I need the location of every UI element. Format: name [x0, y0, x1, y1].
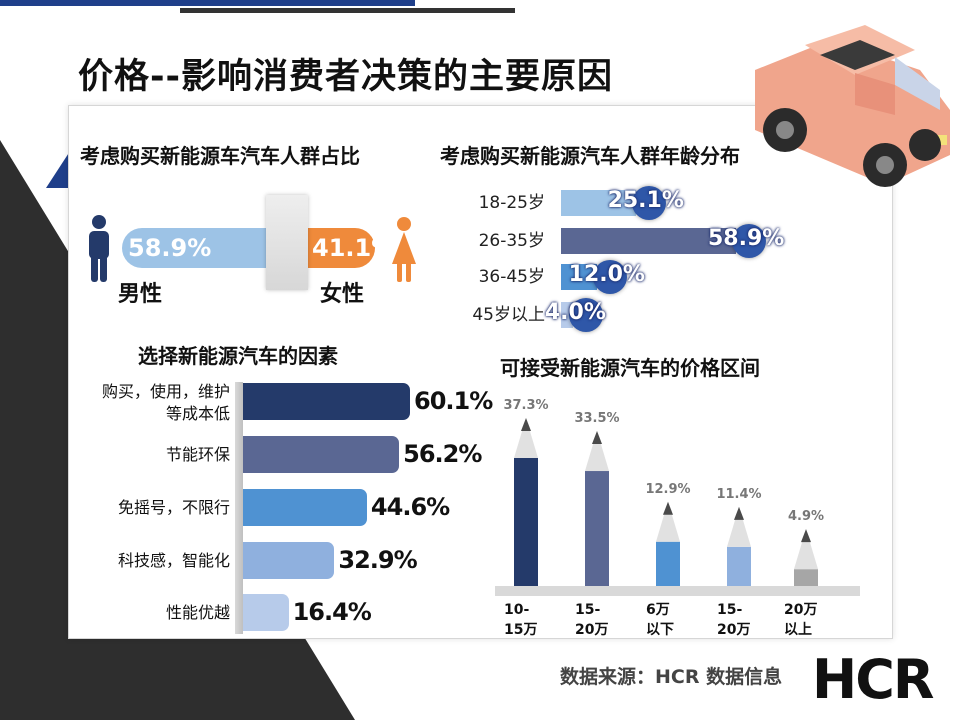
- factor-label-line: 节能环保: [165, 445, 230, 464]
- age-value-label: 4.0%: [544, 300, 606, 325]
- age-value-label: 25.1%: [607, 188, 684, 213]
- price-bar-lead: [521, 418, 531, 431]
- age-bar: [561, 228, 736, 254]
- price-category-line: 以下: [646, 622, 674, 638]
- factors-axis: [235, 382, 243, 634]
- price-bar: [514, 458, 538, 586]
- age-value-bubble: [631, 186, 666, 220]
- factor-label-line: 性能优越: [165, 603, 230, 622]
- price-baseline: [495, 586, 860, 596]
- price-bar-lead: [801, 529, 811, 543]
- age-value-label: 12.0%: [568, 262, 645, 287]
- price-bar-tip: [727, 506, 751, 547]
- age-label: 45岁以上: [472, 305, 545, 325]
- factor-value-label: 56.2%: [403, 440, 482, 468]
- factor-value-label: 32.9%: [338, 546, 417, 574]
- male-person-icon: [89, 215, 109, 282]
- age-label: 26-35岁: [478, 231, 545, 251]
- gender-chart-title: 考虑购买新能源车汽车人群占比: [80, 144, 360, 168]
- price-category-line: 6万: [646, 602, 670, 618]
- price-category-line: 10-: [504, 602, 530, 618]
- data-source: 数据来源：HCR 数据信息: [560, 666, 783, 688]
- factor-value-label: 16.4%: [292, 598, 372, 626]
- car-illustration: [755, 25, 950, 187]
- price-bar-lead: [663, 501, 673, 515]
- factor-bar: [243, 383, 410, 420]
- price-bar-lead: [592, 431, 602, 445]
- age-value-bubble: [592, 260, 627, 294]
- age-bar: [561, 264, 597, 290]
- factor-bar: [243, 436, 400, 473]
- price-category-line: 20万: [717, 622, 751, 638]
- age-label: 18-25岁: [478, 193, 545, 213]
- age-value-label: 58.9%: [708, 226, 785, 251]
- price-bar: [585, 471, 609, 586]
- age-label: 36-45岁: [478, 267, 545, 287]
- age-value-bubble: [568, 298, 603, 332]
- price-bar: [727, 546, 751, 586]
- factor-label: 购买，使用，维护等成本低: [70, 381, 230, 425]
- price-category-line: 20万: [784, 602, 818, 618]
- female-person-icon: [392, 217, 416, 282]
- price-bar-lead: [734, 506, 744, 520]
- male-bar: [122, 228, 271, 268]
- factor-label: 免摇号，不限行: [70, 497, 230, 519]
- price-category-label: 15- 20万: [717, 600, 761, 640]
- top-accent-bar-dark: [180, 8, 515, 13]
- female-percent: 41.1%: [312, 234, 396, 262]
- price-chart-title: 可接受新能源汽车的价格区间: [500, 356, 760, 380]
- price-category-line: 以上: [784, 622, 812, 638]
- price-bar-tip: [585, 431, 609, 472]
- price-category-label: 15- 20万: [575, 600, 619, 640]
- price-value-label: 37.3%: [503, 398, 549, 413]
- factor-label: 节能环保: [70, 444, 230, 466]
- content-panel: [68, 105, 893, 639]
- factor-label-line: 等成本低: [165, 404, 230, 423]
- factor-value-label: 44.6%: [370, 493, 450, 521]
- price-category-line: 15万: [504, 622, 538, 638]
- factor-label-line: 科技感，智能化: [117, 551, 230, 570]
- age-chart-title: 考虑购买新能源汽车人群年龄分布: [440, 144, 740, 168]
- female-label: 女性: [320, 282, 365, 307]
- price-bar-tip: [656, 501, 680, 542]
- price-value-label: 12.9%: [645, 481, 691, 497]
- price-chart: [495, 418, 860, 596]
- page-title: 价格--影响消费者决策的主要原因: [78, 57, 614, 97]
- factor-label: 科技感，智能化: [70, 550, 230, 572]
- price-category-label: 10- 15万: [504, 600, 548, 640]
- male-percent: 58.9%: [128, 234, 212, 262]
- price-bar: [656, 541, 680, 586]
- price-bar: [794, 569, 818, 586]
- age-bar: [561, 190, 636, 216]
- factor-label-line: 购买，使用，维护: [101, 382, 230, 401]
- price-bar-tip: [514, 418, 538, 458]
- price-value-label: 4.9%: [787, 509, 825, 525]
- price-category-line: 15-: [717, 602, 743, 618]
- price-category-label: 20万以上: [784, 600, 828, 640]
- price-bar-tip: [794, 529, 818, 570]
- factor-bar: [243, 542, 335, 579]
- factor-label-line: 免摇号，不限行: [117, 498, 230, 517]
- price-category-line: 15-: [575, 602, 601, 618]
- factor-value-label: 60.1%: [414, 387, 493, 415]
- male-label: 男性: [118, 282, 163, 307]
- hcr-logo: HCR: [812, 648, 934, 711]
- price-category-line: 20万: [575, 622, 609, 638]
- price-value-label: 11.4%: [716, 486, 762, 502]
- gender-divider: [266, 195, 308, 290]
- price-category-label: 6万以下: [646, 600, 690, 640]
- age-bar: [561, 302, 573, 328]
- age-value-bubble: [732, 224, 766, 258]
- top-accent-bar-blue: [0, 0, 415, 6]
- factor-bar: [243, 489, 367, 526]
- factor-label: 性能优越: [70, 602, 230, 624]
- factors-chart-title: 选择新能源汽车的因素: [138, 344, 338, 368]
- factor-bar: [243, 594, 289, 631]
- price-value-label: 33.5%: [574, 411, 620, 427]
